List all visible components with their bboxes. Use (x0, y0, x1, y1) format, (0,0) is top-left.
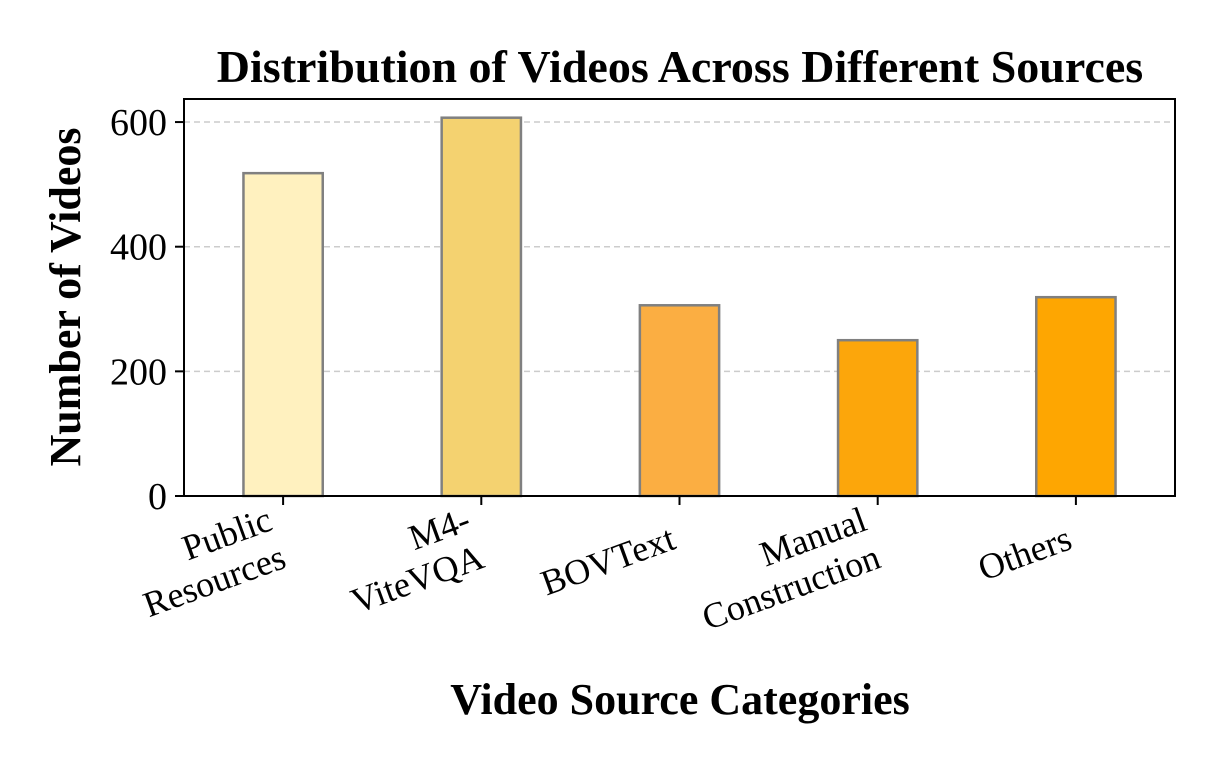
y-tick-label: 600 (110, 102, 167, 144)
bar-1 (440, 116, 523, 498)
bar-2 (638, 304, 721, 498)
y-tick-label: 400 (110, 227, 167, 269)
x-tick-label: PublicResources (124, 499, 290, 625)
x-tick-label: M4-ViteVQA (332, 499, 489, 621)
bar-0 (242, 171, 324, 498)
x-tick-label-line: BOVText (535, 518, 680, 603)
x-axis-title: Video Source Categories (450, 675, 909, 724)
x-axis-ticks: PublicResources M4-ViteVQA BOVText ManualCo… (124, 496, 1077, 638)
x-tick-label: Others (973, 518, 1077, 588)
y-tick-label: 200 (110, 351, 167, 393)
x-tick-label: BOVText (535, 518, 680, 603)
bar-3 (836, 338, 919, 498)
y-tick-label: 0 (148, 476, 167, 518)
bars (242, 116, 1117, 498)
x-tick-label: ManualConstruction (683, 499, 885, 638)
chart-title: Distribution of Videos Across Different … (217, 41, 1143, 92)
y-axis-title: Number of Videos (41, 128, 90, 467)
x-tick-label-line: Others (973, 518, 1077, 588)
bar-4 (1035, 295, 1117, 498)
y-axis-ticks: 0 200 400 600 (110, 102, 184, 518)
